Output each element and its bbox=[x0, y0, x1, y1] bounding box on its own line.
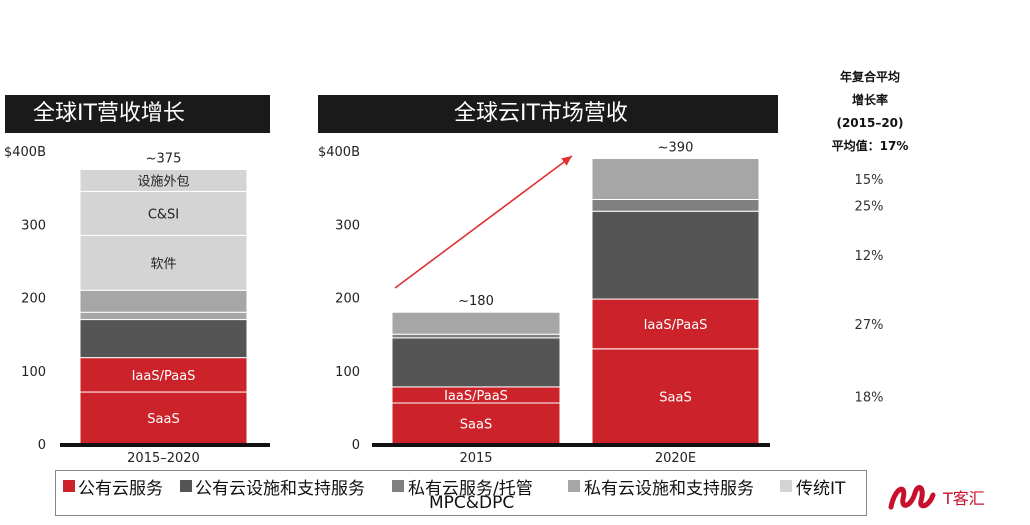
bar-segment bbox=[591, 199, 760, 212]
cagr-value: 15% bbox=[855, 173, 884, 188]
y-tick-label: $400B bbox=[4, 145, 46, 160]
cagr-value: 12% bbox=[855, 249, 884, 264]
cagr-heading: 年复合平均 增长率 (2015–20) 平均值：17% bbox=[825, 66, 915, 158]
bar-segment bbox=[79, 169, 248, 192]
cagr-value: 18% bbox=[855, 390, 884, 405]
bar-segment bbox=[391, 311, 561, 335]
cagr-value: 25% bbox=[855, 199, 884, 214]
x-axis-baseline bbox=[60, 443, 270, 447]
trend-arrow-head bbox=[561, 156, 572, 166]
charts-canvas: 0 100 200 300 $400B SaaS IaaS/PaaS 软件 C&SI 设施外包 ~3… bbox=[4, 141, 884, 466]
legend-label-public-cloud: 公有云服务 bbox=[78, 479, 163, 499]
cagr-heading-line: 平均值：17% bbox=[831, 139, 909, 153]
legend-label-private-services: 私有云服务/托管 bbox=[408, 479, 533, 499]
y-tick-label: 0 bbox=[352, 438, 360, 453]
y-tick-label: 300 bbox=[21, 218, 46, 233]
segment-label: C&SI bbox=[148, 207, 179, 222]
trend-arrow-line bbox=[394, 155, 573, 289]
total-label: ~390 bbox=[658, 141, 694, 156]
bar-segment bbox=[591, 210, 760, 300]
bar-segment bbox=[391, 337, 561, 388]
legend-swatch-public-infra bbox=[180, 480, 192, 492]
total-label: ~375 bbox=[146, 152, 182, 167]
y-tick-label: 300 bbox=[335, 218, 360, 233]
bar-segment bbox=[591, 298, 760, 350]
bar-segment bbox=[79, 289, 248, 313]
legend-label-private-services-sub: MPC&DPC bbox=[429, 493, 515, 513]
legend-swatch-traditional-it bbox=[780, 480, 792, 492]
logo-text: T客汇 bbox=[942, 489, 985, 508]
legend-swatch-private-services bbox=[392, 480, 404, 492]
legend-label-private-infra: 私有云设施和支持服务 bbox=[584, 479, 754, 499]
y-tick-label: 200 bbox=[335, 292, 360, 307]
segment-label: SaaS bbox=[147, 412, 179, 427]
legend: 公有云服务 公有云设施和支持服务 私有云服务/托管 MPC&DPC 私有云设施和… bbox=[55, 470, 867, 516]
y-tick-label: 100 bbox=[335, 365, 360, 380]
legend-swatch-private-infra bbox=[568, 480, 580, 492]
cagr-heading-line: (2015–20) bbox=[836, 116, 904, 130]
segment-label: IaaS/PaaS bbox=[644, 318, 708, 333]
bar-segment bbox=[79, 319, 248, 359]
cagr-heading-line: 增长率 bbox=[851, 93, 888, 107]
legend-label-traditional-it: 传统IT bbox=[796, 479, 846, 499]
segment-label: SaaS bbox=[460, 418, 492, 433]
x-axis-baseline bbox=[372, 443, 770, 447]
y-tick-label: 100 bbox=[21, 365, 46, 380]
bar-segment bbox=[79, 311, 248, 321]
y-tick-label: $400B bbox=[318, 145, 360, 160]
bar-segment bbox=[79, 234, 248, 291]
category-label: 2015 bbox=[459, 451, 492, 466]
left-chart-title: 全球IT营收增长 bbox=[5, 95, 270, 133]
right-chart-title: 全球云IT市场营收 bbox=[318, 95, 778, 133]
bar-segment bbox=[591, 158, 760, 201]
cagr-heading-line: 年复合平均 bbox=[839, 70, 900, 84]
segment-label: 软件 bbox=[150, 257, 176, 272]
legend-swatch-public-cloud bbox=[63, 480, 75, 492]
tkehui-logo: T客汇 bbox=[888, 484, 985, 510]
bar-segment bbox=[591, 348, 760, 445]
segment-label: IaaS/PaaS bbox=[132, 369, 196, 384]
bar-segment bbox=[79, 190, 248, 236]
legend-label-public-infra: 公有云设施和支持服务 bbox=[195, 479, 365, 499]
cagr-value: 27% bbox=[855, 318, 884, 333]
category-label: 2015–2020 bbox=[127, 451, 200, 466]
category-label: 2020E bbox=[655, 451, 696, 466]
segment-label: IaaS/PaaS bbox=[444, 389, 508, 404]
total-label: ~180 bbox=[458, 294, 494, 309]
y-tick-label: 0 bbox=[38, 438, 46, 453]
segment-label: SaaS bbox=[659, 390, 691, 405]
y-tick-label: 200 bbox=[21, 292, 46, 307]
bar-segment bbox=[391, 333, 561, 339]
segment-label: 设施外包 bbox=[137, 174, 189, 189]
